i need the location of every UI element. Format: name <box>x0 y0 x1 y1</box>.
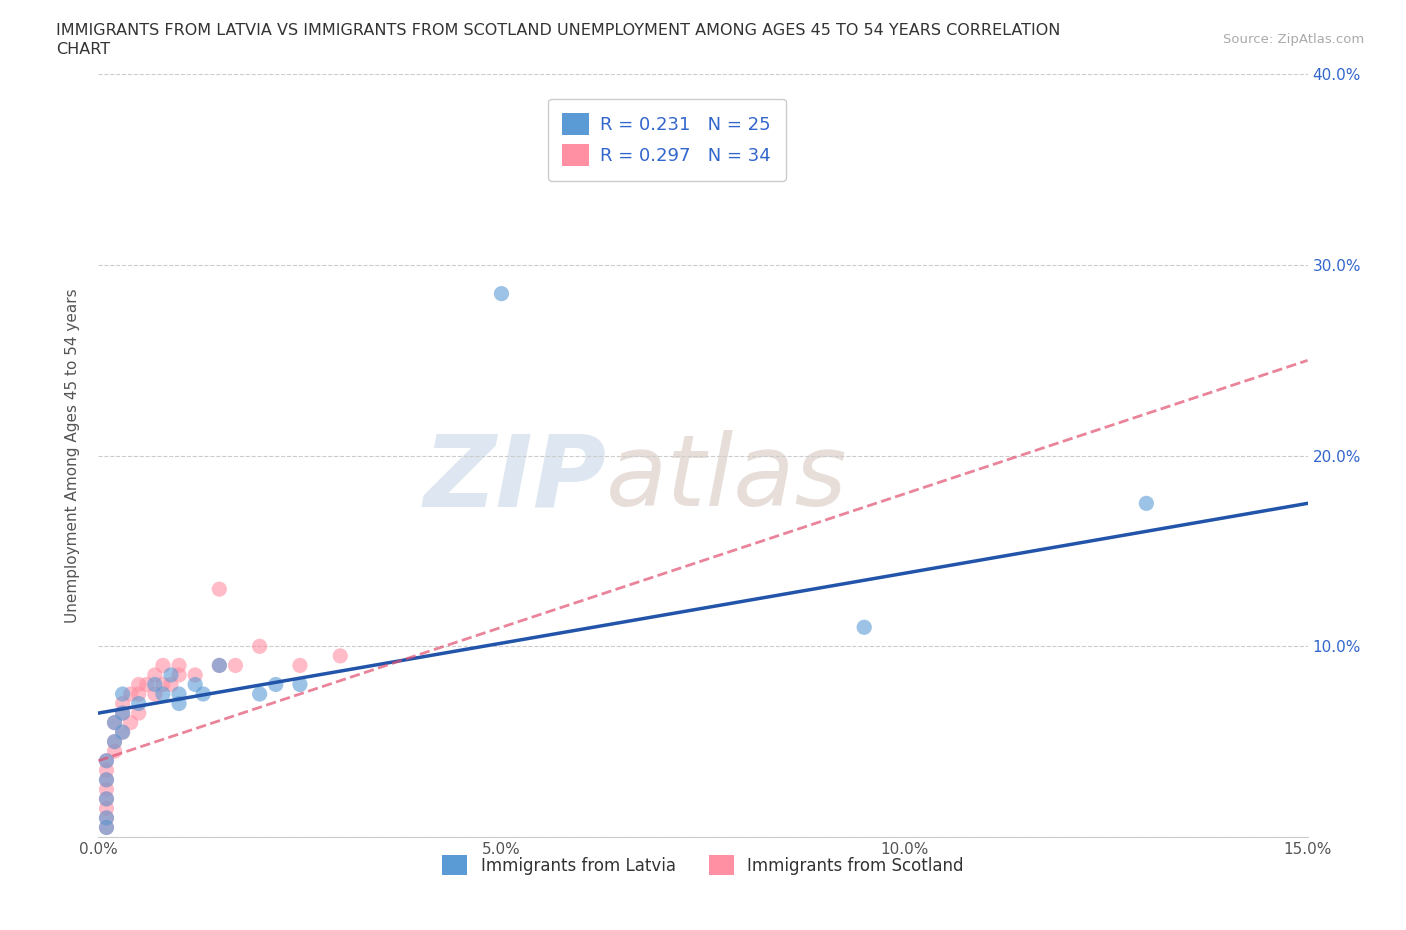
Point <box>96 801 118 816</box>
Text: CHART: CHART <box>56 42 110 57</box>
Point <box>128 706 150 721</box>
Point <box>208 658 231 673</box>
Point <box>152 686 174 701</box>
Point <box>167 658 190 673</box>
Point <box>111 724 134 739</box>
Point <box>208 658 231 673</box>
Point <box>111 724 134 739</box>
Text: Source: ZipAtlas.com: Source: ZipAtlas.com <box>1223 33 1364 46</box>
Point <box>128 677 150 692</box>
Point <box>96 811 118 826</box>
Point <box>103 715 125 730</box>
Point <box>184 677 207 692</box>
Point <box>264 677 287 692</box>
Text: atlas: atlas <box>606 430 848 527</box>
Point <box>96 811 118 826</box>
Point <box>96 753 118 768</box>
Point <box>160 677 183 692</box>
Point <box>111 706 134 721</box>
Point <box>103 735 125 750</box>
Point <box>249 686 271 701</box>
Point <box>120 686 142 701</box>
Point <box>152 658 174 673</box>
Point <box>96 820 118 835</box>
Point <box>143 668 166 683</box>
Point <box>224 658 246 673</box>
Point <box>111 706 134 721</box>
Point <box>111 696 134 711</box>
Point <box>208 582 231 597</box>
Point <box>193 686 215 701</box>
Point <box>288 658 311 673</box>
Point <box>103 744 125 759</box>
Point <box>96 753 118 768</box>
Point <box>120 715 142 730</box>
Point <box>143 677 166 692</box>
Text: ZIP: ZIP <box>423 430 606 527</box>
Legend: Immigrants from Latvia, Immigrants from Scotland: Immigrants from Latvia, Immigrants from … <box>436 848 970 882</box>
Point <box>1135 496 1157 511</box>
Point <box>184 668 207 683</box>
Point <box>96 772 118 787</box>
Text: IMMIGRANTS FROM LATVIA VS IMMIGRANTS FROM SCOTLAND UNEMPLOYMENT AMONG AGES 45 TO: IMMIGRANTS FROM LATVIA VS IMMIGRANTS FRO… <box>56 23 1060 38</box>
Point <box>853 620 876 635</box>
Point <box>96 763 118 777</box>
Point <box>167 686 190 701</box>
Point <box>96 791 118 806</box>
Point <box>128 686 150 701</box>
Point <box>96 782 118 797</box>
Point <box>249 639 271 654</box>
Point <box>143 686 166 701</box>
Point <box>128 696 150 711</box>
Point <box>288 677 311 692</box>
Point <box>160 668 183 683</box>
Point <box>96 820 118 835</box>
Point <box>135 677 157 692</box>
Point <box>111 686 134 701</box>
Point <box>329 648 352 663</box>
Point <box>152 677 174 692</box>
Point <box>167 696 190 711</box>
Point <box>103 715 125 730</box>
Y-axis label: Unemployment Among Ages 45 to 54 years: Unemployment Among Ages 45 to 54 years <box>65 288 80 623</box>
Point <box>491 286 513 301</box>
Point <box>96 772 118 787</box>
Point <box>103 735 125 750</box>
Point <box>167 668 190 683</box>
Point <box>96 791 118 806</box>
